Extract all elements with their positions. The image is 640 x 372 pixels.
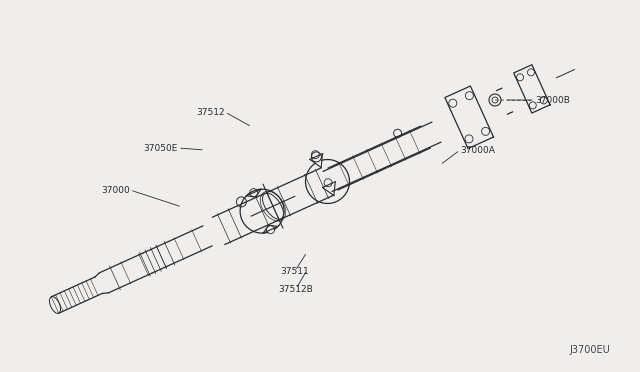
Text: 37511: 37511	[280, 266, 309, 276]
Text: 37050E: 37050E	[143, 144, 178, 153]
Text: 37000: 37000	[101, 186, 130, 195]
Text: 37000A: 37000A	[460, 145, 495, 154]
Text: 37512B: 37512B	[278, 285, 314, 294]
Text: 37512: 37512	[196, 108, 225, 116]
Text: 37000B: 37000B	[535, 96, 570, 105]
Text: J3700EU: J3700EU	[569, 345, 610, 355]
